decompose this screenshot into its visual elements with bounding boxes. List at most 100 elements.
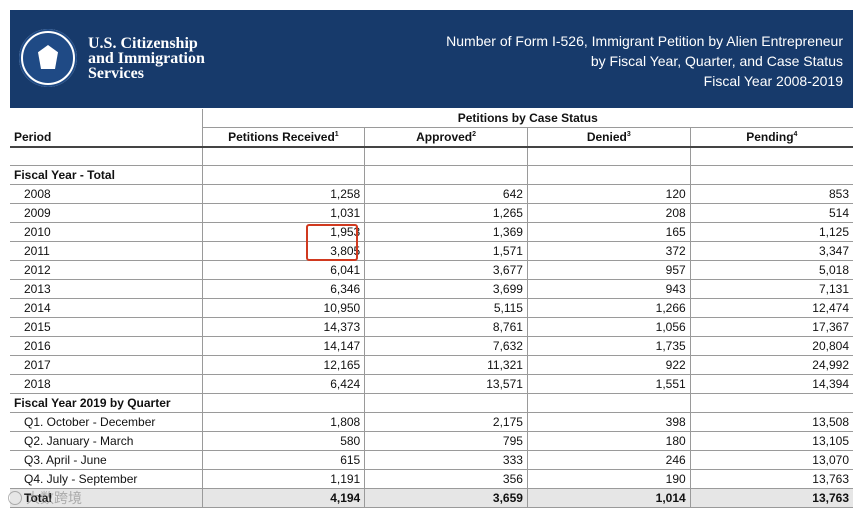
section-row: Fiscal Year - Total (10, 165, 853, 185)
period-cell: 2011 (10, 241, 203, 261)
spacer-row (10, 147, 853, 166)
table-row: 2018 6,424 13,571 1,551 14,394 (10, 374, 853, 394)
value-cell: 1,551 (526, 374, 691, 394)
table-row: 2013 6,346 3,699 943 7,131 (10, 279, 853, 299)
column-label: Pending (746, 130, 794, 144)
period-cell: 2009 (10, 203, 203, 223)
footnote-marker: 4 (793, 131, 798, 138)
value-cell: 1,808 (201, 412, 365, 432)
spacer-cell (364, 147, 528, 166)
report-title: Number of Form I-526, Immigrant Petition… (446, 31, 843, 91)
footnote-marker: 3 (626, 131, 631, 138)
agency-line: Services (88, 65, 144, 82)
value-cell: 356 (364, 469, 528, 489)
section-empty-cell (364, 165, 528, 185)
period-cell: 2012 (10, 260, 203, 280)
period-cell: 2013 (10, 279, 203, 299)
title-line: by Fiscal Year, Quarter, and Case Status (590, 53, 843, 69)
value-cell: 1,369 (364, 222, 528, 242)
header-blank (10, 109, 202, 128)
value-cell: 1,125 (689, 222, 853, 242)
value-cell: 333 (364, 450, 528, 470)
agency-line: and Immigration (88, 50, 205, 67)
value-cell: 165 (526, 222, 691, 242)
value-cell: 13,508 (689, 412, 853, 432)
value-cell: 8,761 (364, 317, 528, 337)
period-cell: 2008 (10, 184, 203, 204)
column-label: Denied (586, 130, 627, 144)
table-row: 2010 1,953 1,369 165 1,125 (10, 222, 853, 242)
value-cell: 12,474 (689, 298, 853, 318)
column-label: Petitions Received (228, 130, 335, 144)
period-cell: Q2. January - March (10, 431, 203, 451)
value-cell: 1,031 (201, 203, 365, 223)
period-cell: Q1. October - December (10, 412, 203, 432)
section-title: Fiscal Year 2019 by Quarter (10, 393, 203, 413)
value-cell: 246 (526, 450, 691, 470)
table-row: 2008 1,258 642 120 853 (10, 184, 853, 204)
section-row: Fiscal Year 2019 by Quarter (10, 393, 853, 413)
value-cell: 24,992 (689, 355, 853, 375)
column-header: Denied3 (526, 127, 691, 148)
table-row: Q3. April - June 615 333 246 13,070 (10, 450, 853, 470)
section-empty-cell (201, 165, 365, 185)
value-cell: 17,367 (689, 317, 853, 337)
value-cell: 6,041 (201, 260, 365, 280)
spacer-cell (201, 147, 365, 166)
total-row: Total 4,194 3,659 1,014 13,763 (10, 488, 853, 508)
value-cell: 580 (201, 431, 365, 451)
value-cell: 20,804 (689, 336, 853, 356)
period-cell: 2014 (10, 298, 203, 318)
table-row: 2016 14,147 7,632 1,735 20,804 (10, 336, 853, 356)
value-cell: 190 (526, 469, 691, 489)
period-header: Period (10, 127, 203, 148)
total-value-cell: 3,659 (364, 488, 528, 508)
table-row: 2009 1,031 1,265 208 514 (10, 203, 853, 223)
section-empty-cell (689, 393, 853, 413)
period-cell: 2016 (10, 336, 203, 356)
value-cell: 208 (526, 203, 691, 223)
value-cell: 922 (526, 355, 691, 375)
value-cell: 13,763 (689, 469, 853, 489)
value-cell: 3,805 (201, 241, 365, 261)
agency-line: U.S. Citizenship (88, 35, 198, 52)
spacer-cell (10, 147, 203, 166)
value-cell: 1,571 (364, 241, 528, 261)
petitions-table: Petitions by Case Status Period Petition… (10, 109, 853, 508)
period-cell: Q3. April - June (10, 450, 203, 470)
period-cell: Q4. July - September (10, 469, 203, 489)
value-cell: 3,347 (689, 241, 853, 261)
value-cell: 943 (526, 279, 691, 299)
value-cell: 5,115 (364, 298, 528, 318)
column-header: Petitions Received1 (201, 127, 365, 148)
table-row: 2015 14,373 8,761 1,056 17,367 (10, 317, 853, 337)
watermark-logo-icon (8, 491, 22, 505)
value-cell: 5,018 (689, 260, 853, 280)
value-cell: 372 (526, 241, 691, 261)
total-value-cell: 13,763 (689, 488, 853, 508)
value-cell: 3,699 (364, 279, 528, 299)
footnote-marker: 2 (472, 131, 477, 138)
period-cell: 2010 (10, 222, 203, 242)
period-cell: 2015 (10, 317, 203, 337)
group-header: Petitions by Case Status (201, 109, 853, 128)
table-row: 2011 3,805 1,571 372 3,347 (10, 241, 853, 261)
watermark-text: 大数跨境 (26, 490, 82, 506)
table-row: Q4. July - September 1,191 356 190 13,763 (10, 469, 853, 489)
value-cell: 1,265 (364, 203, 528, 223)
title-line: Number of Form I-526, Immigrant Petition… (446, 33, 843, 49)
value-cell: 795 (364, 431, 528, 451)
value-cell: 14,373 (201, 317, 365, 337)
value-cell: 7,131 (689, 279, 853, 299)
section-empty-cell (201, 393, 365, 413)
value-cell: 514 (689, 203, 853, 223)
value-cell: 1,266 (526, 298, 691, 318)
total-value-cell: 4,194 (201, 488, 365, 508)
watermark: 大数跨境 (8, 488, 82, 508)
value-cell: 1,953 (201, 222, 365, 242)
total-value-cell: 1,014 (526, 488, 691, 508)
value-cell: 6,424 (201, 374, 365, 394)
value-cell: 1,056 (526, 317, 691, 337)
value-cell: 10,950 (201, 298, 365, 318)
